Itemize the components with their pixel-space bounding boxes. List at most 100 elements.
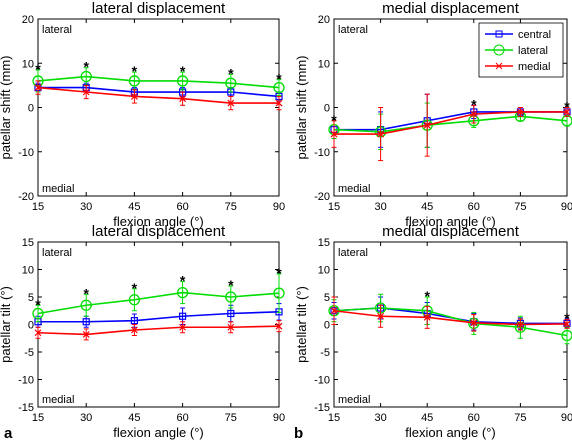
chart-2-xlabel: flexion angle (°) (405, 214, 495, 229)
chart-1-medial-point (275, 99, 283, 107)
chart-4-xtick-label: 30 (374, 412, 386, 424)
chart-1-xlabel: flexion angle (°) (113, 214, 203, 229)
chart-4-medial-point (330, 307, 338, 315)
chart-4-medial-point (423, 313, 431, 321)
chart-1-ytick-label: -20 (18, 191, 34, 203)
chart-1-significance-star: * (276, 71, 282, 87)
chart-1-lateral-point (176, 75, 189, 87)
panel-a-label: a (4, 425, 13, 442)
chart-1-lateral-point (225, 77, 237, 89)
chart-2-ytick-label: 0 (324, 103, 330, 115)
chart-3-central-line (38, 311, 280, 323)
chart-4-medial-line (333, 309, 568, 326)
chart-3-plot-area (37, 241, 280, 408)
chart-3-xtick-label: 90 (273, 412, 285, 424)
chart-3-lateral-point (225, 291, 237, 303)
chart-1-xtick-label: 45 (128, 201, 140, 213)
chart-4-ytick-label: -15 (314, 402, 330, 414)
chart-1-significance-star: * (83, 59, 89, 75)
chart-2-ytick-label: 20 (318, 14, 330, 26)
chart-2-ytick-label: -20 (314, 191, 330, 203)
chart-4-xtick-label: 45 (421, 412, 433, 424)
chart-1-bottom-label: medial (42, 183, 74, 195)
chart-1-lateral-point (273, 81, 285, 94)
chart-1-medial-line (37, 86, 279, 104)
chart-2-xtick-label: 90 (561, 201, 572, 213)
chart-2-medial-point (330, 130, 338, 138)
chart-3-top-label: lateral (42, 247, 72, 259)
chart-4-xtick-label: 60 (468, 412, 480, 424)
chart-3-title: lateral displacement (92, 223, 226, 240)
chart-3-xtick-label: 45 (128, 412, 140, 424)
chart-1-medial-point (34, 84, 42, 92)
chart-3-medial-line (37, 325, 280, 336)
chart-1-ytick-label: -10 (18, 147, 34, 159)
chart-1-lateral-line (37, 75, 280, 89)
chart-1-central-line (38, 86, 280, 98)
chart-2-legend-label-central: central (518, 29, 551, 41)
chart-2-medial-point (563, 108, 571, 116)
chart-2-legend-marker-central (495, 30, 503, 38)
chart-4-title: medial displacement (382, 223, 520, 240)
chart-3-xtick-label: 75 (225, 412, 237, 424)
chart-3-central-point (179, 312, 187, 320)
chart-1-significance-star: * (35, 61, 41, 77)
chart-3-significance-star: * (132, 280, 138, 296)
chart-1-ylabel: patellar shift (mm) (0, 55, 13, 159)
chart-3-medial-point (179, 323, 187, 331)
chart-1-ytick-label: 10 (22, 58, 34, 70)
chart-4-lateral-line (333, 307, 568, 337)
chart-4-medial-point (516, 321, 524, 328)
chart-4-medial-point (563, 320, 571, 328)
chart-4-ytick-label: -5 (320, 347, 330, 359)
chart-2-legend-marker-medial (495, 62, 503, 70)
chart-1-xtick-label: 15 (32, 201, 44, 213)
chart-2-medial-point (516, 108, 524, 116)
chart-3-medial-point (275, 322, 283, 330)
chart-4-ytick-label: 15 (318, 237, 330, 249)
chart-2-significance-star: * (331, 112, 337, 128)
chart-4-top-label: lateral (338, 247, 368, 259)
chart-2-legend-label-medial: medial (518, 61, 550, 73)
chart-3-xlabel: flexion angle (°) (113, 425, 203, 440)
chart-3-lateral-point (128, 294, 141, 306)
chart-3-lateral-point (32, 307, 44, 320)
chart-2-medial-point (377, 130, 385, 138)
chart-2-medial-point (423, 121, 431, 129)
chart-4-significance-star: * (564, 310, 570, 326)
chart-3-bottom-label: medial (42, 394, 74, 406)
chart-2-significance-star: * (564, 99, 570, 115)
chart-4-bottom-label: medial (338, 394, 370, 406)
chart-1-ytick-label: 0 (28, 103, 34, 115)
chart-3-lateral-line (37, 291, 280, 315)
chart-3-xtick-label: 60 (176, 412, 188, 424)
chart-4-xtick-label: 90 (561, 412, 572, 424)
chart-4-xlabel: flexion angle (°) (405, 425, 495, 440)
chart-2-legend-label-lateral: lateral (518, 45, 548, 57)
chart-3-lateral-point (80, 299, 92, 311)
chart-4-ylabel: patellar tilt (°) (294, 286, 309, 363)
chart-1-top-label: lateral (42, 24, 72, 36)
chart-2-ytick-label: -10 (314, 147, 330, 159)
chart-3-ytick-label: -10 (18, 375, 34, 387)
chart-1-xtick-label: 60 (176, 201, 188, 213)
chart-2-lateral-line (333, 115, 568, 133)
chart-1-lateral-point (80, 70, 92, 83)
chart-4-xtick-label: 75 (514, 412, 526, 424)
chart-4-significance-star: * (424, 288, 430, 304)
chart-3-ytick-label: 0 (28, 320, 34, 332)
chart-4-medial-point (470, 319, 478, 327)
chart-3-central-point (82, 318, 90, 326)
chart-3-ylabel: patellar tilt (°) (0, 286, 13, 363)
chart-2-xtick-label: 75 (514, 201, 526, 213)
chart-4-xtick-label: 15 (328, 412, 340, 424)
chart-3-ytick-label: -5 (24, 347, 34, 359)
chart-2-bottom-label: medial (338, 183, 370, 195)
chart-2-legend-marker-lateral (493, 44, 505, 56)
chart-2-xtick-label: 15 (328, 201, 340, 213)
chart-3-medial-point (227, 323, 235, 331)
chart-3-significance-star: * (83, 285, 89, 301)
chart-3-ytick-label: 10 (22, 265, 34, 277)
chart-2-xtick-label: 30 (374, 201, 386, 213)
